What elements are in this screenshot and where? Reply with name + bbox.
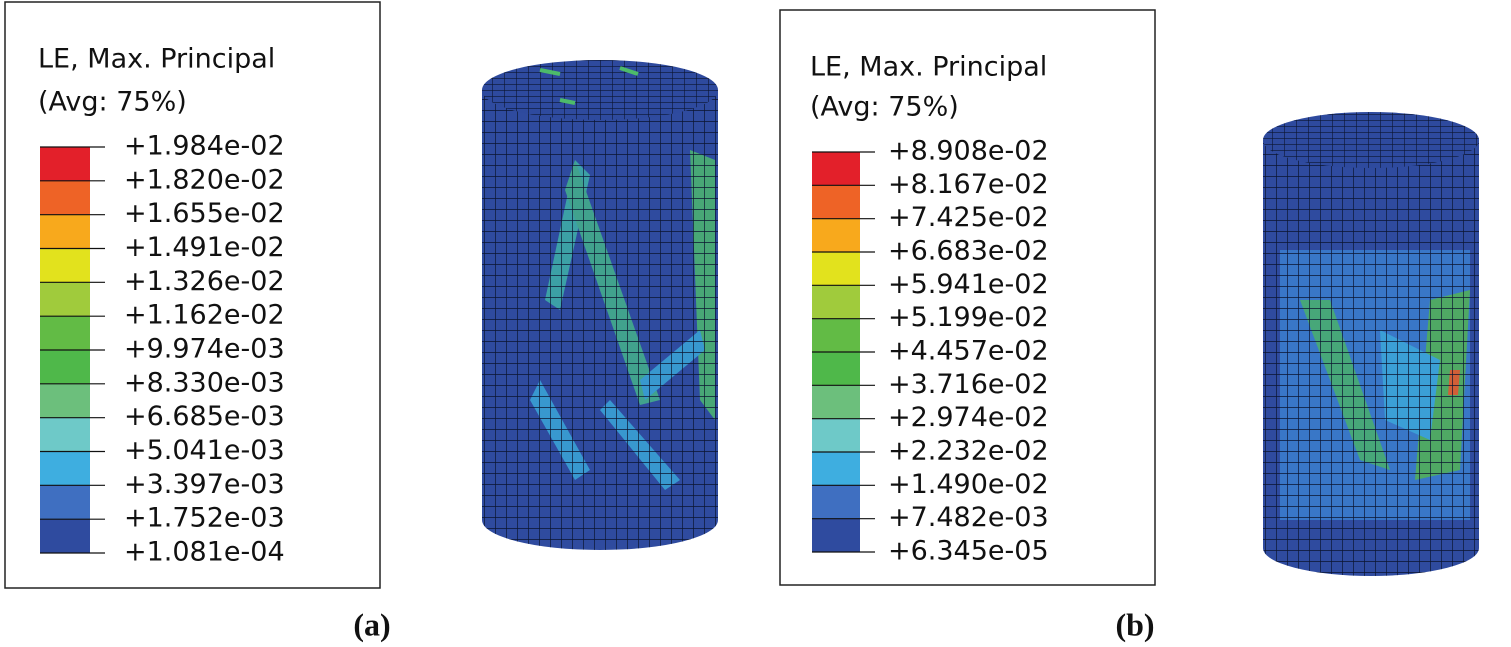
color-band (40, 383, 90, 419)
legend-label: +2.232e-02 (888, 436, 1049, 467)
color-band (40, 417, 90, 452)
legend-label: +4.457e-02 (888, 336, 1049, 367)
panel-caption: (b) (1115, 606, 1154, 642)
legend-label: +2.974e-02 (888, 402, 1049, 433)
legend-label: +1.162e-02 (124, 300, 285, 331)
color-band (812, 418, 860, 453)
legend-label: +6.345e-05 (888, 536, 1049, 567)
color-band (40, 316, 90, 351)
legend-label: +8.908e-02 (888, 136, 1049, 167)
color-band (40, 147, 90, 182)
legend-label: +8.330e-03 (124, 367, 285, 398)
legend-label: +7.425e-02 (888, 202, 1049, 233)
color-band (812, 185, 860, 220)
legend-label: +1.326e-02 (124, 266, 285, 297)
color-band (812, 485, 860, 520)
mesh-cylinder-a (482, 60, 718, 550)
legend-title: LE, Max. Principal (38, 44, 275, 75)
color-band (812, 518, 860, 553)
legend-title: LE, Max. Principal (810, 52, 1047, 83)
legend-label: +1.752e-03 (124, 503, 285, 534)
color-band (812, 152, 860, 186)
legend-label: +1.984e-02 (124, 131, 285, 162)
color-band (812, 252, 860, 286)
color-band (40, 485, 90, 520)
legend-label: +5.041e-03 (124, 435, 285, 466)
legend-label: +1.081e-04 (124, 537, 285, 568)
color-band (40, 451, 90, 486)
color-band (812, 452, 860, 486)
legend-subtitle: (Avg: 75%) (810, 92, 959, 123)
color-band (40, 282, 90, 317)
legend-label: +1.491e-02 (124, 232, 285, 263)
legend-label: +7.482e-03 (888, 502, 1049, 533)
mesh-cylinder-b (1263, 112, 1479, 576)
color-band (812, 352, 860, 386)
color-band (40, 214, 90, 249)
legend-label: +1.655e-02 (124, 198, 285, 229)
color-band (40, 248, 90, 283)
legend-label: +5.941e-02 (888, 269, 1049, 300)
legend-label: +6.683e-02 (888, 236, 1049, 267)
legend-label: +9.974e-03 (124, 334, 285, 365)
color-band (812, 385, 860, 420)
panel-caption: (a) (353, 606, 390, 642)
legend-label: +6.685e-03 (124, 401, 285, 432)
legend-label: +5.199e-02 (888, 302, 1049, 333)
legend-label: +8.167e-02 (888, 169, 1049, 200)
color-band (40, 519, 90, 554)
legend-label: +3.397e-03 (124, 469, 285, 500)
legend-label: +1.490e-02 (888, 469, 1049, 500)
legend-label: +1.820e-02 (124, 164, 285, 195)
color-band (40, 350, 90, 385)
legend-label: +3.716e-02 (888, 369, 1049, 400)
legend-subtitle: (Avg: 75%) (38, 87, 187, 118)
color-band (812, 218, 860, 253)
color-band (40, 180, 90, 216)
color-band (812, 318, 860, 353)
color-band (812, 285, 860, 320)
